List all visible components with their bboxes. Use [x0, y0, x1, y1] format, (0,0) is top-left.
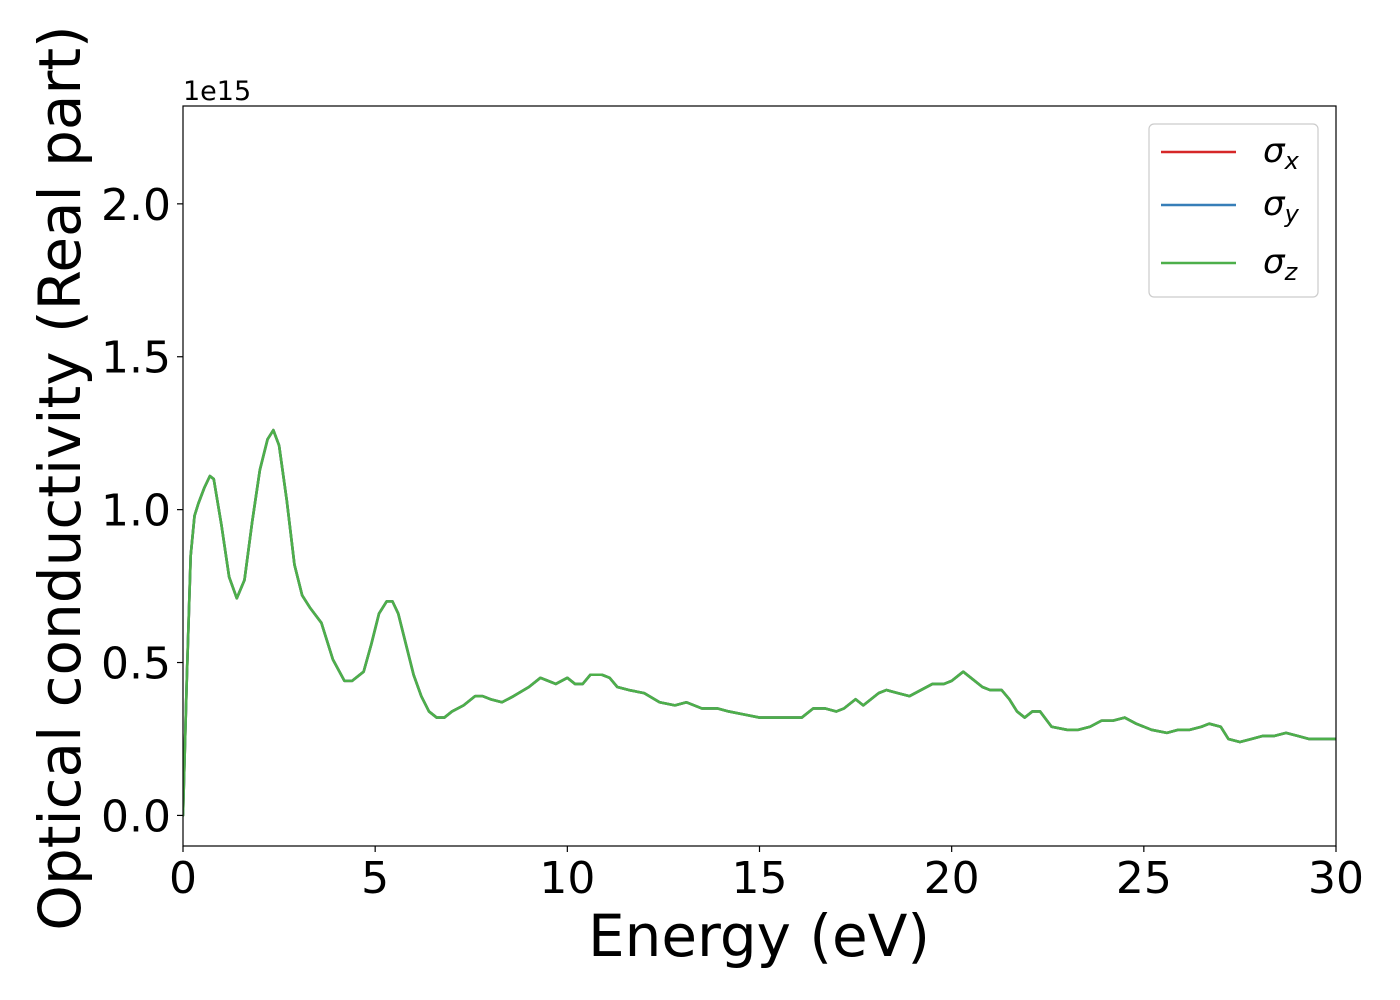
x-tick-label: 20 [924, 853, 980, 904]
y-axis-title: Optical conductivity (Real part) [26, 25, 94, 930]
y-tick-label: 1.5 [101, 333, 171, 384]
legend-label-y: σy [1263, 184, 1300, 228]
y-axis: 0.0 0.5 1.0 1.5 2.0 [101, 180, 183, 842]
legend-box [1148, 123, 1319, 298]
x-axis: 0 5 10 15 20 25 30 [169, 846, 1364, 904]
x-tick-label: 10 [539, 853, 595, 904]
y-tick-label: 0.5 [101, 639, 171, 690]
legend-label-x: σx [1263, 131, 1300, 175]
y-tick-label: 0.0 [101, 791, 171, 842]
series-line-z [183, 428, 1336, 817]
y-tick-label: 2.0 [101, 180, 171, 231]
x-axis-title: Energy (eV) [588, 902, 930, 970]
x-tick-label: 30 [1308, 853, 1364, 904]
y-tick-label: 1.0 [101, 486, 171, 537]
y-offset-label: 1e15 [183, 76, 251, 107]
series-lines [183, 428, 1336, 817]
x-tick-label: 25 [1116, 853, 1172, 904]
x-tick-label: 5 [361, 853, 389, 904]
x-tick-label: 0 [169, 853, 197, 904]
plot-area [182, 105, 1337, 847]
x-tick-label: 15 [732, 853, 788, 904]
